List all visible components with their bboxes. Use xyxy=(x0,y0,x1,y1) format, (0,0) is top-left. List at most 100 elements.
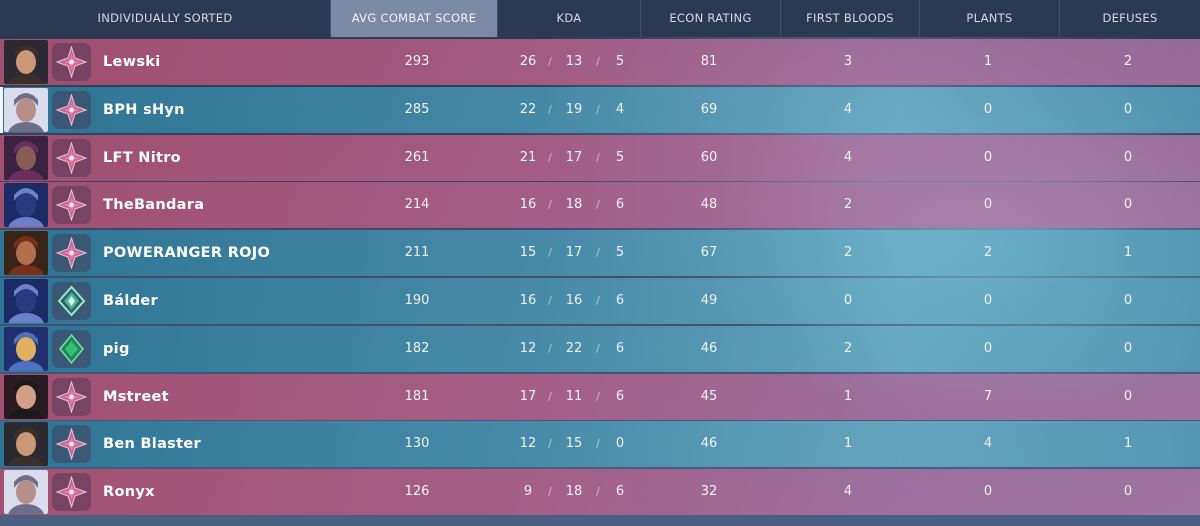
avg-combat-score: 285 xyxy=(404,101,430,117)
kda-separator: / xyxy=(596,102,600,116)
player-row[interactable]: BPH sHyn 285 22 / 19 / 4 69 4 0 0 xyxy=(0,86,1200,133)
player-name[interactable]: pig xyxy=(103,340,130,357)
defuses: 0 xyxy=(1123,388,1133,404)
avg-combat-score: 181 xyxy=(404,388,430,404)
player-row[interactable]: Bálder 190 16 / 16 / 6 49 0 0 0 xyxy=(0,278,1200,324)
sort-mode-label[interactable]: INDIVIDUALLY SORTED xyxy=(97,11,233,25)
kda-separator: / xyxy=(596,341,600,355)
column-econ-rating[interactable]: ECON RATING xyxy=(640,0,780,37)
plants: 4 xyxy=(983,436,993,452)
econ-rating: 81 xyxy=(700,54,718,69)
first-bloods: 3 xyxy=(843,54,853,69)
deaths: 15 xyxy=(565,436,583,452)
player-name[interactable]: POWERANGER ROJO xyxy=(103,245,271,262)
player-name[interactable]: Ben Blaster xyxy=(103,436,201,453)
player-row[interactable]: pig 182 12 / 22 / 6 46 2 0 0 xyxy=(0,325,1200,372)
kills: 16 xyxy=(519,197,537,213)
kda-separator: / xyxy=(596,485,600,499)
agent-portrait-icon xyxy=(4,374,48,419)
deaths: 17 xyxy=(565,245,583,261)
avg-combat-score: 261 xyxy=(404,149,430,165)
first-bloods: 0 xyxy=(843,293,853,308)
plants: 0 xyxy=(983,340,993,356)
kda-separator: / xyxy=(548,485,552,499)
deaths: 19 xyxy=(565,101,583,117)
econ-rating: 48 xyxy=(700,197,718,213)
avg-combat-score: 190 xyxy=(404,293,430,308)
kda-separator: / xyxy=(548,437,552,451)
column-first-bloods[interactable]: FIRST BLOODS xyxy=(780,0,919,37)
kills: 9 xyxy=(523,484,533,500)
agent-portrait-icon xyxy=(4,231,48,276)
player-name[interactable]: TheBandara xyxy=(103,197,205,214)
player-row[interactable]: Lewski 293 26 / 13 / 5 81 3 1 2 xyxy=(0,39,1200,85)
econ-rating: 46 xyxy=(700,340,718,356)
first-bloods: 4 xyxy=(843,101,853,117)
kda-separator: / xyxy=(548,389,552,403)
player-row[interactable]: Mstreet 181 17/11/6 45 1 7 0 xyxy=(0,373,1200,420)
column-kda[interactable]: KDA xyxy=(497,0,640,37)
rank-badge xyxy=(52,43,91,81)
player-row[interactable]: Ben Blaster 130 12 / 15 / 0 46 1 4 1 xyxy=(0,421,1200,468)
kills: 17 xyxy=(519,388,537,404)
kda-separator: / xyxy=(548,198,552,212)
defuses: 2 xyxy=(1123,54,1133,69)
first-bloods: 2 xyxy=(843,340,853,356)
column-plants[interactable]: PLANTS xyxy=(919,0,1059,37)
rank-badge xyxy=(52,282,91,320)
assists: 6 xyxy=(615,388,625,404)
player-name[interactable]: LFT Nitro xyxy=(103,149,181,166)
agent-portrait-icon xyxy=(4,135,48,180)
kda-separator: / xyxy=(596,437,600,451)
kda-separator: / xyxy=(548,246,552,260)
agent-portrait-icon xyxy=(4,87,48,132)
player-row[interactable]: TheBandara 214 16 / 18 / 6 48 2 0 0 xyxy=(0,182,1200,229)
assists: 0 xyxy=(615,436,625,452)
agent-portrait-icon xyxy=(4,183,48,228)
player-name[interactable]: Mstreet xyxy=(103,388,169,405)
agent-portrait-icon xyxy=(4,279,48,323)
econ-rating: 32 xyxy=(700,484,718,500)
kda-separator: / xyxy=(548,55,552,68)
column-defuses[interactable]: DEFUSES xyxy=(1059,0,1200,37)
rank-badge xyxy=(52,329,91,368)
assists: 4 xyxy=(615,101,625,117)
player-name[interactable]: Ronyx xyxy=(103,484,155,501)
player-name[interactable]: BPH sHyn xyxy=(103,101,185,118)
assists: 5 xyxy=(615,54,625,69)
deaths: 18 xyxy=(565,197,583,213)
defuses: 1 xyxy=(1123,436,1133,452)
first-bloods: 2 xyxy=(843,245,853,261)
defuses: 0 xyxy=(1123,149,1133,165)
assists: 6 xyxy=(615,484,625,500)
deaths: 18 xyxy=(565,484,583,500)
avg-combat-score: 293 xyxy=(404,54,430,69)
deaths: 22 xyxy=(565,340,583,356)
player-row[interactable]: POWERANGER ROJO 211 15 / 17 / 5 67 2 2 1 xyxy=(0,230,1200,277)
econ-rating: 46 xyxy=(700,436,718,452)
kda-separator: / xyxy=(548,294,552,307)
kills: 21 xyxy=(519,149,537,165)
deaths: 17 xyxy=(565,149,583,165)
kda-separator: / xyxy=(596,389,600,403)
econ-rating: 67 xyxy=(700,245,718,261)
player-name[interactable]: Lewski xyxy=(103,54,161,70)
player-row[interactable]: Ronyx 126 9 / 18 / 6 32 4 0 0 xyxy=(0,469,1200,516)
rank-badge xyxy=(52,234,91,273)
kda-separator: / xyxy=(596,246,600,260)
kills: 15 xyxy=(519,245,537,261)
plants: 0 xyxy=(983,484,993,500)
player-name[interactable]: Bálder xyxy=(103,293,158,309)
column-avg-combat-score[interactable]: AVG COMBAT SCORE xyxy=(330,0,497,37)
defuses: 0 xyxy=(1123,293,1133,308)
assists: 6 xyxy=(615,197,625,213)
rank-badge xyxy=(52,425,91,464)
first-bloods: 1 xyxy=(843,436,853,452)
deaths: 11 xyxy=(565,388,583,404)
agent-portrait-icon xyxy=(4,40,48,84)
kda-separator: / xyxy=(596,150,600,164)
defuses: 0 xyxy=(1123,197,1133,213)
player-row[interactable]: LFT Nitro 261 21 / 17 / 5 60 4 0 0 xyxy=(0,134,1200,181)
first-bloods: 2 xyxy=(843,197,853,213)
plants: 1 xyxy=(983,54,993,69)
